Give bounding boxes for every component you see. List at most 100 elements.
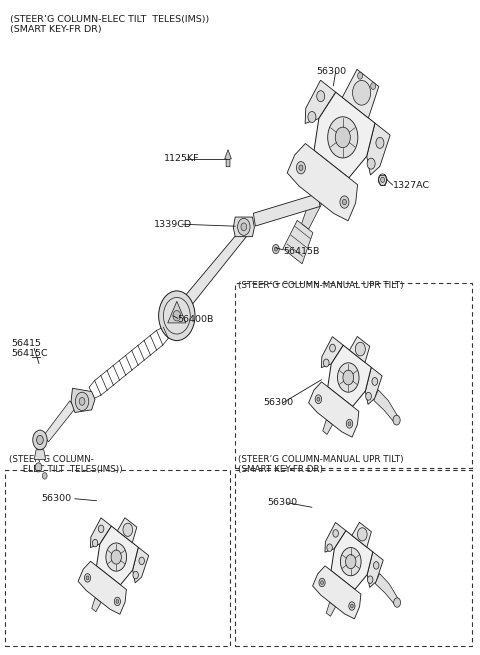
Circle shape [381,177,384,182]
Text: 56400B: 56400B [178,315,214,324]
Circle shape [343,370,354,385]
Polygon shape [314,92,375,178]
Circle shape [333,530,338,537]
Text: (STEER’G COLUMN-MANUAL UPR TILT): (STEER’G COLUMN-MANUAL UPR TILT) [238,280,404,290]
Circle shape [372,377,378,385]
Circle shape [92,539,98,547]
Circle shape [116,599,119,603]
Text: 56415B: 56415B [283,246,320,255]
Polygon shape [287,143,358,221]
Polygon shape [367,552,383,588]
Circle shape [321,580,324,584]
Circle shape [139,557,144,565]
Circle shape [133,571,138,579]
Text: (STEER’G COLUMN-MANUAL UPR TILT)
(SMART KEY-FR DR): (STEER’G COLUMN-MANUAL UPR TILT) (SMART … [238,455,404,474]
Circle shape [378,174,387,185]
Circle shape [111,550,121,564]
Text: 56300: 56300 [268,498,298,507]
Circle shape [79,398,85,405]
Polygon shape [283,220,313,264]
Circle shape [348,422,351,426]
Polygon shape [253,194,320,226]
Circle shape [36,436,43,445]
Polygon shape [328,345,371,406]
Polygon shape [225,150,231,167]
Circle shape [123,523,132,536]
Polygon shape [132,548,149,583]
Circle shape [317,397,320,401]
Circle shape [324,359,329,367]
Polygon shape [34,450,46,460]
Circle shape [346,555,356,569]
Circle shape [371,83,376,90]
Circle shape [367,576,373,584]
Circle shape [394,598,401,607]
Circle shape [328,117,358,158]
Text: 1327AC: 1327AC [393,181,430,189]
Polygon shape [44,401,75,442]
Polygon shape [349,337,370,362]
Polygon shape [326,602,336,616]
Polygon shape [365,367,382,404]
Circle shape [275,247,277,251]
Circle shape [308,111,316,122]
Circle shape [296,162,305,174]
Polygon shape [71,388,95,413]
Circle shape [86,576,89,580]
Text: (STEER’G COLUMN-
     ELEC TILT  TELES(IMS)): (STEER’G COLUMN- ELEC TILT TELES(IMS)) [9,455,123,474]
Text: 56300: 56300 [41,495,72,503]
Circle shape [358,528,367,541]
Circle shape [317,90,325,102]
Circle shape [241,223,247,231]
Polygon shape [233,217,254,236]
Circle shape [340,196,349,208]
Polygon shape [305,80,336,124]
Circle shape [42,473,47,479]
Circle shape [342,199,347,205]
Circle shape [98,525,104,533]
Circle shape [330,344,336,352]
Circle shape [173,310,180,321]
Circle shape [340,548,361,576]
Polygon shape [322,337,343,367]
Circle shape [327,544,332,552]
Polygon shape [90,518,111,548]
Polygon shape [92,597,101,612]
Circle shape [367,158,375,169]
Polygon shape [331,531,373,590]
Circle shape [346,419,353,428]
Circle shape [335,127,350,147]
Polygon shape [342,69,379,118]
Text: 56300: 56300 [317,67,347,76]
Circle shape [349,602,355,610]
Circle shape [238,218,250,235]
Circle shape [366,392,372,400]
Polygon shape [375,574,398,604]
Polygon shape [309,382,359,437]
Polygon shape [182,229,246,310]
Circle shape [355,342,365,356]
Circle shape [376,138,384,148]
Text: 56300: 56300 [263,398,293,407]
Circle shape [353,81,371,105]
Circle shape [35,463,42,472]
Polygon shape [352,522,372,547]
Circle shape [319,578,325,587]
Circle shape [158,291,195,341]
Circle shape [33,430,47,450]
Text: 1125KF: 1125KF [163,155,199,163]
Text: 56415
56415C: 56415 56415C [11,339,48,358]
Polygon shape [96,526,138,585]
Polygon shape [168,301,186,323]
Polygon shape [323,420,333,434]
Circle shape [114,597,120,606]
Polygon shape [325,523,346,552]
Circle shape [299,165,303,170]
Circle shape [163,297,190,334]
Circle shape [358,72,362,79]
Circle shape [315,395,322,403]
Text: (STEER’G COLUMN-ELEC TILT  TELES(IMS))
(SMART KEY-FR DR): (STEER’G COLUMN-ELEC TILT TELES(IMS)) (S… [10,15,209,35]
Circle shape [337,363,359,392]
Circle shape [350,604,353,608]
Circle shape [393,415,400,425]
